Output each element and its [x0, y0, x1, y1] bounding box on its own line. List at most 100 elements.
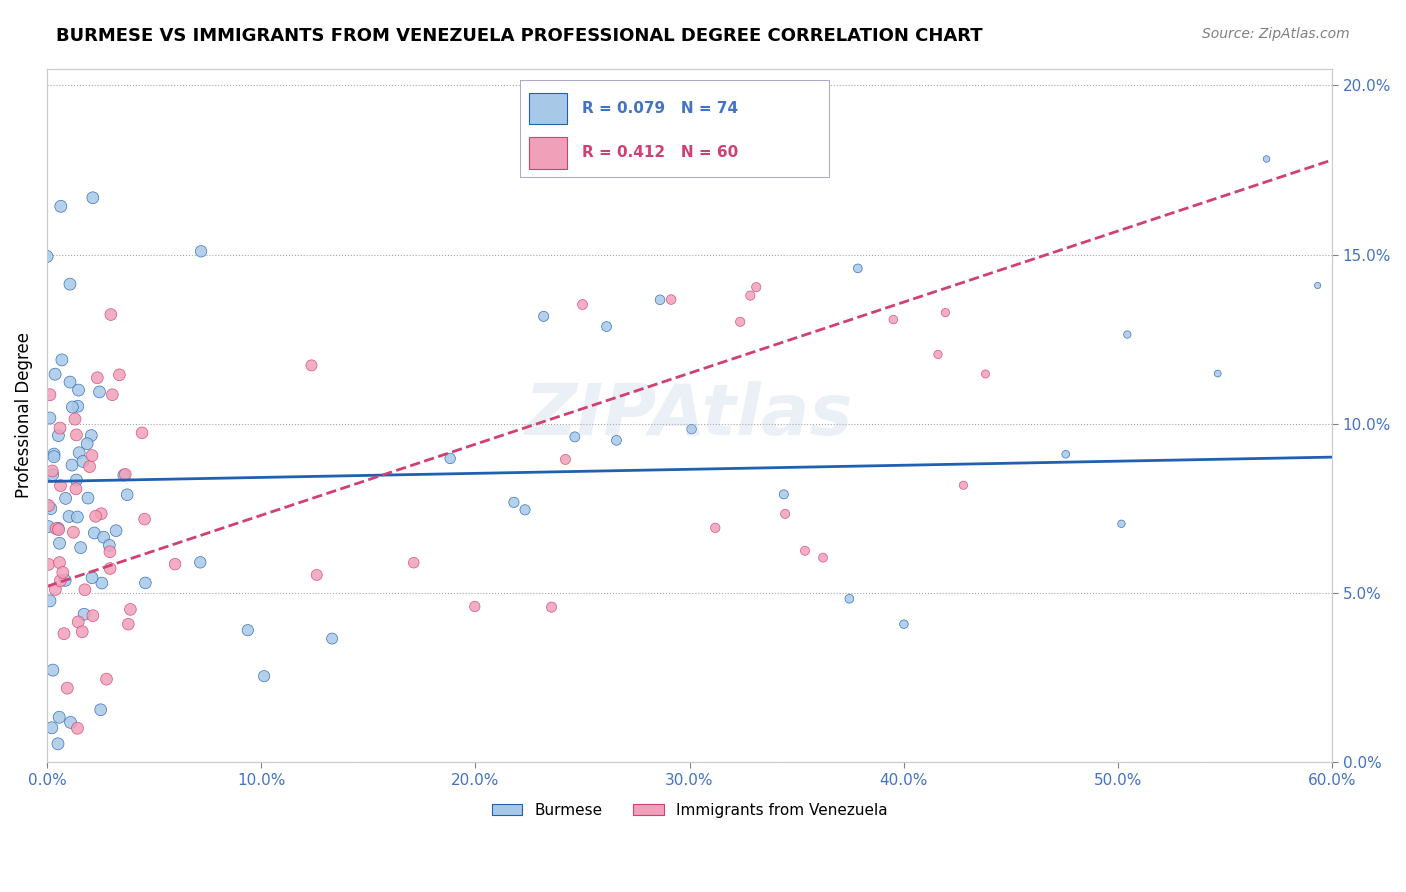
Text: Source: ZipAtlas.com: Source: ZipAtlas.com — [1202, 27, 1350, 41]
Point — [49, 478, 72, 492]
Point — [439, 451, 461, 466]
Point — [76, 436, 98, 450]
Point — [46, 521, 69, 535]
Point — [564, 430, 586, 444]
Point — [131, 425, 153, 440]
Point — [63, 412, 86, 426]
Point — [402, 556, 425, 570]
Point — [35, 250, 58, 264]
Point — [90, 507, 112, 521]
Y-axis label: Professional Degree: Professional Degree — [15, 333, 32, 499]
Text: R = 0.079   N = 74: R = 0.079 N = 74 — [582, 101, 738, 116]
Point — [67, 446, 90, 460]
Text: ZIPAtlas: ZIPAtlas — [526, 381, 853, 450]
Point — [89, 384, 111, 399]
Point — [37, 558, 59, 572]
Point — [82, 608, 104, 623]
Point — [37, 499, 59, 513]
Point — [90, 703, 112, 717]
Point — [49, 574, 72, 588]
Point — [37, 499, 59, 513]
Point — [77, 491, 100, 505]
Point — [794, 543, 817, 558]
Point — [41, 721, 63, 735]
Point — [464, 599, 486, 614]
Point — [540, 600, 562, 615]
Point — [48, 523, 70, 537]
Point — [65, 482, 87, 496]
Point — [165, 557, 187, 571]
Point — [772, 487, 794, 501]
Point — [65, 473, 87, 487]
Point — [45, 522, 67, 536]
Point — [90, 576, 112, 591]
Point — [67, 383, 90, 397]
Point — [48, 710, 70, 724]
Point — [56, 681, 79, 695]
Point — [648, 293, 671, 307]
Point — [42, 663, 65, 677]
Point — [305, 568, 328, 582]
Point — [66, 721, 89, 735]
Point — [84, 509, 107, 524]
Point — [1206, 367, 1229, 381]
FancyBboxPatch shape — [530, 137, 567, 169]
Point — [42, 450, 65, 464]
Point — [728, 315, 751, 329]
Point — [114, 467, 136, 482]
Point — [112, 468, 135, 483]
Point — [62, 525, 84, 540]
Point — [745, 280, 768, 294]
Point — [46, 737, 69, 751]
Point — [190, 244, 212, 259]
Point — [79, 459, 101, 474]
Point — [236, 623, 259, 637]
Point — [59, 277, 82, 292]
Point — [82, 191, 104, 205]
Point — [108, 368, 131, 382]
Point — [554, 452, 576, 467]
Point — [39, 501, 62, 516]
Point — [513, 503, 536, 517]
Point — [37, 519, 59, 533]
Point — [1256, 152, 1278, 166]
Point — [846, 261, 869, 276]
Point — [115, 488, 138, 502]
Point — [73, 582, 96, 597]
Point — [105, 524, 128, 538]
Point — [83, 526, 105, 541]
Point — [60, 400, 83, 414]
Point — [58, 509, 80, 524]
Point — [98, 538, 121, 552]
Point — [49, 199, 72, 213]
Point — [51, 352, 73, 367]
Point — [704, 521, 727, 535]
Point — [595, 319, 617, 334]
Point — [72, 454, 94, 468]
Point — [1111, 516, 1133, 531]
Point — [86, 371, 108, 385]
Point — [811, 550, 834, 565]
Point — [65, 428, 87, 442]
Point — [41, 467, 63, 482]
Point — [773, 507, 796, 521]
FancyBboxPatch shape — [530, 93, 567, 124]
Point — [80, 571, 103, 585]
Point — [659, 293, 682, 307]
Point — [934, 305, 956, 319]
Point — [838, 591, 860, 606]
Point — [93, 530, 115, 544]
Point — [59, 715, 82, 730]
Point — [53, 626, 76, 640]
Point — [41, 464, 63, 478]
Point — [134, 575, 156, 590]
Point — [48, 556, 70, 570]
Legend: Burmese, Immigrants from Venezuela: Burmese, Immigrants from Venezuela — [485, 797, 894, 824]
Point — [893, 617, 915, 632]
Point — [503, 495, 526, 509]
Point — [321, 632, 343, 646]
Point — [571, 297, 593, 311]
Point — [42, 447, 65, 461]
Point — [1116, 327, 1139, 342]
Point — [927, 347, 949, 361]
